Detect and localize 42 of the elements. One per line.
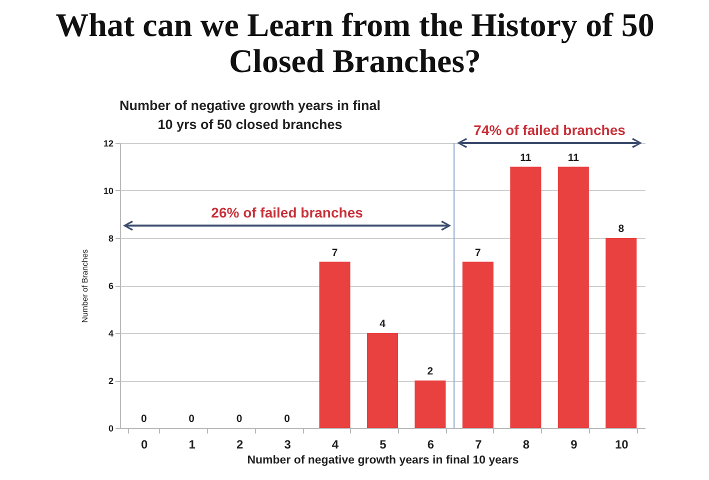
x-tick-label: 8 — [522, 438, 530, 452]
chart-subtitle: Number of negative growth years in final 10 yrs of 50 closed branches — [118, 97, 382, 134]
bar — [558, 166, 589, 428]
y-tick-label: 6 — [108, 281, 114, 291]
data-label: 4 — [380, 318, 386, 330]
y-tick-label: 0 — [108, 424, 114, 434]
bar — [462, 262, 494, 428]
x-tick-label: 7 — [475, 438, 482, 452]
data-label: 0 — [236, 413, 242, 425]
y-tick-label: 12 — [103, 138, 114, 148]
data-label: 11 — [568, 152, 580, 164]
x-tick-label: 10 — [614, 438, 629, 452]
chart-title: What can we Learn from the History of 50 Closed Branches? — [55, 8, 655, 80]
x-tick-label: 0 — [141, 438, 148, 452]
y-tick-label: 10 — [103, 186, 114, 196]
bar — [319, 262, 350, 428]
bar — [366, 333, 398, 428]
data-label: 7 — [332, 246, 338, 259]
x-tick-label: 9 — [570, 438, 578, 452]
x-tick-label: 1 — [188, 438, 196, 452]
x-tick-label: 4 — [332, 438, 339, 452]
data-label: 0 — [140, 413, 147, 425]
y-tick-label: 4 — [108, 328, 114, 338]
data-label: 0 — [188, 413, 195, 425]
x-tick-label: 6 — [427, 438, 434, 452]
data-label: 7 — [475, 246, 482, 259]
bar — [606, 238, 637, 428]
data-label: 2 — [427, 366, 434, 378]
x-tick-label: 3 — [284, 438, 292, 452]
annotation: 26% of failed branches — [211, 204, 364, 221]
x-tick-label: 5 — [380, 438, 387, 452]
bar — [510, 166, 542, 428]
y-axis-title: Number of Branches — [80, 249, 90, 323]
data-label: 0 — [284, 413, 290, 425]
data-label: 8 — [618, 223, 624, 235]
data-label: 11 — [520, 152, 532, 164]
y-tick-label: 2 — [108, 376, 114, 386]
text: 74% of failed branches — [474, 122, 626, 138]
x-axis-title: Number of negative growth years in final 10 years — [247, 454, 519, 466]
bar — [414, 380, 446, 428]
x-tick-label: 2 — [236, 438, 244, 452]
y-tick-label: 8 — [108, 234, 114, 244]
